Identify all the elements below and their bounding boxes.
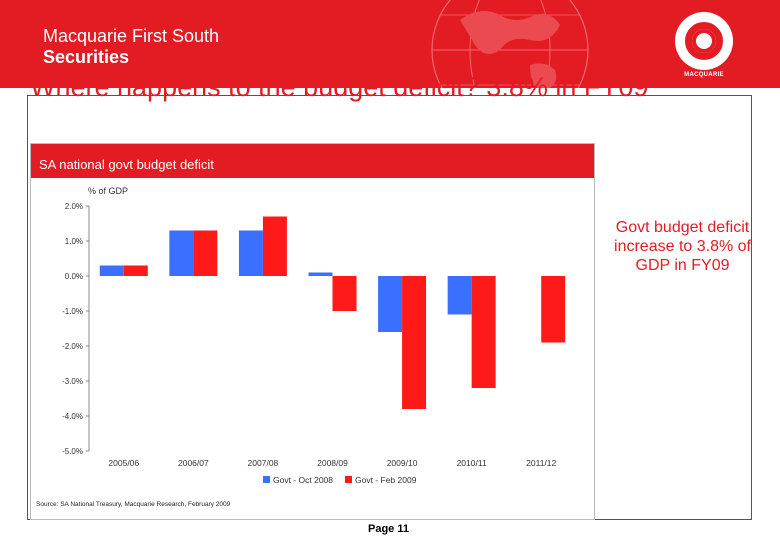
y-tick-label: 2.0% (65, 202, 83, 211)
logo-ring-inner (692, 29, 716, 53)
y-tick-label: -1.0% (62, 307, 83, 316)
chart-header-title: SA national govt budget deficit (39, 157, 214, 172)
slide-title: Where happens to the budget deficit? 3.8… (30, 72, 649, 102)
bar-oct-2008 (447, 276, 472, 315)
chart-header-bar: SA national govt budget deficit (31, 144, 594, 178)
bar-feb-2009 (193, 230, 218, 276)
x-tick-label: 2005/06 (108, 458, 139, 468)
logo-wordmark: MACQUARIE (684, 72, 724, 78)
y-tick-label: -4.0% (62, 412, 83, 421)
side-note: Govt budget deficit increase to 3.8% of … (614, 219, 751, 274)
legend-swatch (345, 476, 352, 483)
globe-watermark-icon (431, 0, 589, 88)
legend-swatch (263, 476, 270, 483)
x-tick-label: 2006/07 (178, 458, 209, 468)
bar-oct-2008 (238, 230, 263, 276)
y-tick-label: -5.0% (62, 447, 83, 456)
y-tick-label: -3.0% (62, 377, 83, 386)
bar-feb-2009 (402, 276, 427, 409)
brand-name: Macquarie First South Securities (43, 26, 219, 68)
x-tick-label: 2010/11 (457, 458, 487, 468)
x-tick-label: 2011/12 (526, 458, 556, 468)
bar-oct-2008 (308, 272, 333, 276)
bar-oct-2008 (378, 276, 403, 332)
brand-line-2: Securities (43, 47, 130, 67)
brand-line-1: Macquarie First South (43, 26, 220, 46)
y-tick-label: 0.0% (65, 272, 83, 281)
y-tick-label: 1.0% (65, 237, 83, 246)
x-tick-label: 2009/10 (387, 458, 418, 468)
chart-source: Source: SA National Treasury, Macquarie … (36, 501, 231, 508)
macquarie-logo: MACQUARIE (672, 12, 736, 80)
bar-feb-2009 (262, 216, 287, 276)
bar-feb-2009 (541, 276, 566, 343)
legend-label: Govt - Feb 2009 (355, 475, 417, 485)
logo-ring-outer (685, 22, 723, 60)
bar-oct-2008 (169, 230, 194, 276)
bar-feb-2009 (332, 276, 357, 311)
y-axis-label: % of GDP (88, 186, 128, 196)
bar-feb-2009 (123, 265, 148, 276)
chart-panel: SA national govt budget deficit % of GDP… (30, 143, 595, 520)
page-number: Page 11 (368, 523, 409, 535)
x-tick-label: 2008/09 (317, 458, 348, 468)
bar-feb-2009 (471, 276, 496, 388)
header-banner: Macquarie First South Securities MACQUAR… (0, 0, 780, 88)
y-tick-label: -2.0% (62, 342, 83, 351)
legend-label: Govt - Oct 2008 (273, 475, 333, 485)
bar-chart: % of GDP 2.0% 1.0% 0.0% -1.0% -2.0% -3.0% -4.0%… (62, 186, 566, 485)
bar-oct-2008 (99, 265, 124, 276)
x-tick-label: 2007/08 (248, 458, 279, 468)
